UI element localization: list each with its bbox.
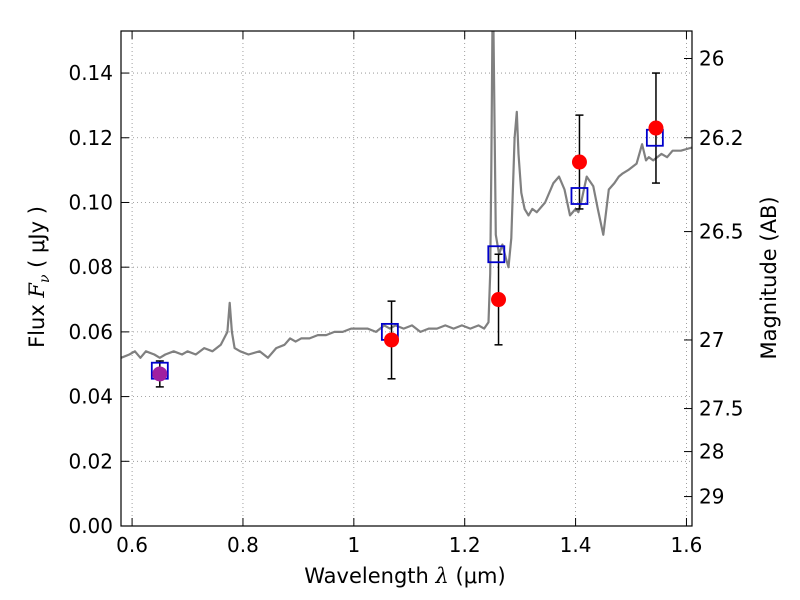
y2-tick-label: 29: [699, 485, 724, 509]
grid-lines: [121, 31, 692, 527]
model-photometry-series: [150, 128, 664, 380]
model-photometry-square: [487, 245, 506, 264]
y2-tick-label: 26.2: [699, 126, 744, 150]
model-photometry-square: [570, 187, 589, 205]
y2-tick-label: 27: [699, 328, 724, 352]
x-tick-label: 1.4: [560, 533, 592, 557]
observed-photometry-series: [152, 120, 664, 382]
plot-frame: [120, 30, 693, 527]
x-axis-label: Wavelength λ (μm): [304, 564, 505, 588]
spectrum-line: [121, 31, 692, 359]
observed-photometry-point: [384, 332, 400, 348]
x-tick-label: 0.8: [227, 533, 259, 557]
y-tick-label: 0.14: [68, 61, 113, 85]
observed-photometry-point: [571, 154, 587, 170]
x-tick-label: 1: [347, 533, 360, 557]
y2-tick-label: 26.5: [699, 220, 744, 244]
y-tick-label: 0.00: [68, 514, 113, 538]
y-tick-label: 0.12: [68, 126, 113, 150]
y-tick-label: 0.02: [68, 449, 113, 473]
observed-photometry-point: [491, 292, 507, 308]
x-axis-lambda-symbol: λ: [435, 564, 449, 588]
error-bars: [155, 72, 660, 388]
y2-tick-label: 28: [699, 440, 724, 464]
y-tick-label: 0.08: [68, 255, 113, 279]
y-tick-label: 0.04: [68, 385, 113, 409]
y-axis-label: Flux Fν ( μJy ): [25, 206, 53, 348]
x-tick-label: 0.6: [116, 533, 148, 557]
spectrum-series: [121, 31, 692, 359]
observed-photometry-point: [152, 366, 168, 382]
y2-tick-label: 27.5: [699, 397, 744, 421]
x-tick-label: 1.6: [671, 533, 703, 557]
axis-ticks: 0.6 0.8 1 1.2 1.4 1.6 0.00 0.02 0.04 0.06 0.08 0.10…: [68, 31, 744, 557]
x-tick-label: 1.2: [449, 533, 481, 557]
y2-axis-label: Magnitude (AB): [757, 196, 781, 359]
y2-tick-label: 26: [699, 47, 724, 71]
observed-photometry-point: [648, 120, 664, 136]
y-tick-label: 0.10: [68, 190, 113, 214]
y-tick-label: 0.06: [68, 320, 113, 344]
